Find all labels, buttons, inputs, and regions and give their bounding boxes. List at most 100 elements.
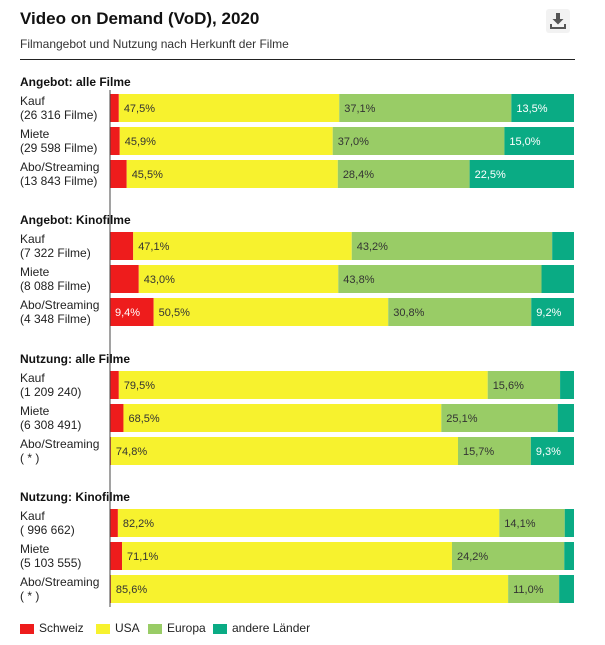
data-label: 15,0% [509, 136, 540, 148]
data-label: 68,5% [128, 413, 159, 425]
bar-segment [451, 542, 565, 570]
bar-segment [138, 265, 339, 293]
bar-segment [118, 94, 340, 122]
bar-segment [338, 265, 542, 293]
legend-label: andere Länder [232, 621, 311, 635]
data-label: 82,2% [123, 518, 154, 530]
row-count-label: (1 209 240) [20, 385, 81, 399]
group-title: Nutzung: alle Filme [20, 352, 130, 366]
data-label: 9,2% [536, 307, 561, 319]
data-label: 15,6% [493, 380, 524, 392]
data-label: 25,1% [446, 413, 477, 425]
bar-segment [339, 94, 512, 122]
row-label: Abo/Streaming [20, 298, 99, 312]
bar-segment [122, 542, 452, 570]
chart-title: Video on Demand (VoD), 2020 [20, 9, 260, 28]
legend-label: Europa [167, 621, 206, 635]
data-label: 74,8% [116, 446, 147, 458]
bar-segment [511, 94, 574, 122]
data-label: 15,7% [463, 446, 494, 458]
row-count-label: (8 088 Filme) [20, 279, 91, 293]
data-label: 37,1% [344, 103, 375, 115]
bar-segment [487, 371, 561, 399]
bar-segment [133, 232, 352, 260]
data-label: 30,8% [393, 307, 424, 319]
bar-segment [531, 298, 574, 326]
row-count-label: (4 348 Filme) [20, 312, 91, 326]
group-title: Angebot: alle Filme [20, 75, 131, 89]
row-label: Abo/Streaming [20, 160, 99, 174]
bar-segment [541, 265, 574, 293]
data-label: 45,5% [132, 169, 163, 181]
bar-segment [110, 371, 119, 399]
row-label: Kauf [20, 509, 45, 523]
row-label: Miete [20, 127, 50, 141]
download-button[interactable] [546, 9, 570, 33]
header-divider [20, 59, 575, 60]
legend-swatch [148, 624, 162, 634]
bar-segment [110, 232, 134, 260]
row-label: Miete [20, 265, 50, 279]
row-label: Miete [20, 542, 50, 556]
bar-segment [110, 542, 123, 570]
bar-segment [560, 371, 574, 399]
bar-segment [153, 298, 389, 326]
legend-label: USA [115, 621, 140, 635]
data-label: 43,2% [357, 241, 388, 253]
row-count-label: ( * ) [20, 451, 39, 465]
bar-segment [110, 437, 459, 465]
row-count-label: (13 843 Filme) [20, 174, 97, 188]
bar-segment [337, 160, 470, 188]
data-label: 43,8% [343, 274, 374, 286]
data-label: 11,0% [513, 584, 544, 596]
bar-segment [110, 575, 509, 603]
bar-segment [530, 437, 574, 465]
bar-segment [110, 94, 119, 122]
data-label: 24,2% [457, 551, 488, 563]
data-label: 47,5% [124, 103, 155, 115]
bar-segment [126, 160, 338, 188]
bar-segment [564, 509, 574, 537]
row-label: Miete [20, 404, 50, 418]
row-count-label: (29 598 Filme) [20, 141, 97, 155]
bar-segment [332, 127, 505, 155]
bar-segment [559, 575, 574, 603]
bar-segment [388, 298, 532, 326]
bar-segment [552, 232, 574, 260]
bar-segment [110, 298, 154, 326]
row-count-label: (7 322 Filme) [20, 246, 91, 260]
legend-label: Schweiz [39, 621, 84, 635]
data-label: 13,5% [516, 103, 547, 115]
legend-swatch [213, 624, 227, 634]
legend-swatch [20, 624, 34, 634]
data-label: 79,5% [124, 380, 155, 392]
data-label: 71,1% [127, 551, 158, 563]
bar-segment [117, 509, 500, 537]
data-label: 85,6% [116, 584, 147, 596]
bar-segment [557, 404, 574, 432]
bar-segment [351, 232, 553, 260]
download-icon [550, 13, 566, 29]
bar-segment [123, 404, 442, 432]
bar-segment [118, 371, 488, 399]
data-label: 47,1% [138, 241, 169, 253]
bar-segment [469, 160, 574, 188]
bar-segment [564, 542, 574, 570]
group-title: Angebot: Kinofilme [20, 213, 131, 227]
data-label: 22,5% [475, 169, 506, 181]
data-label: 9,4% [115, 307, 140, 319]
bar-segment [119, 127, 333, 155]
bar-segment [110, 127, 120, 155]
bar-segment [110, 265, 139, 293]
data-label: 45,9% [125, 136, 156, 148]
data-label: 9,3% [536, 446, 561, 458]
data-label: 37,0% [338, 136, 369, 148]
row-label: Kauf [20, 232, 45, 246]
row-count-label: ( 996 662) [20, 523, 75, 537]
row-count-label: ( * ) [20, 589, 39, 603]
data-label: 50,5% [159, 307, 190, 319]
row-label: Kauf [20, 94, 45, 108]
chart-subtitle: Filmangebot und Nutzung nach Herkunft de… [20, 37, 289, 51]
bar-segment [441, 404, 558, 432]
bar-segment [110, 509, 118, 537]
